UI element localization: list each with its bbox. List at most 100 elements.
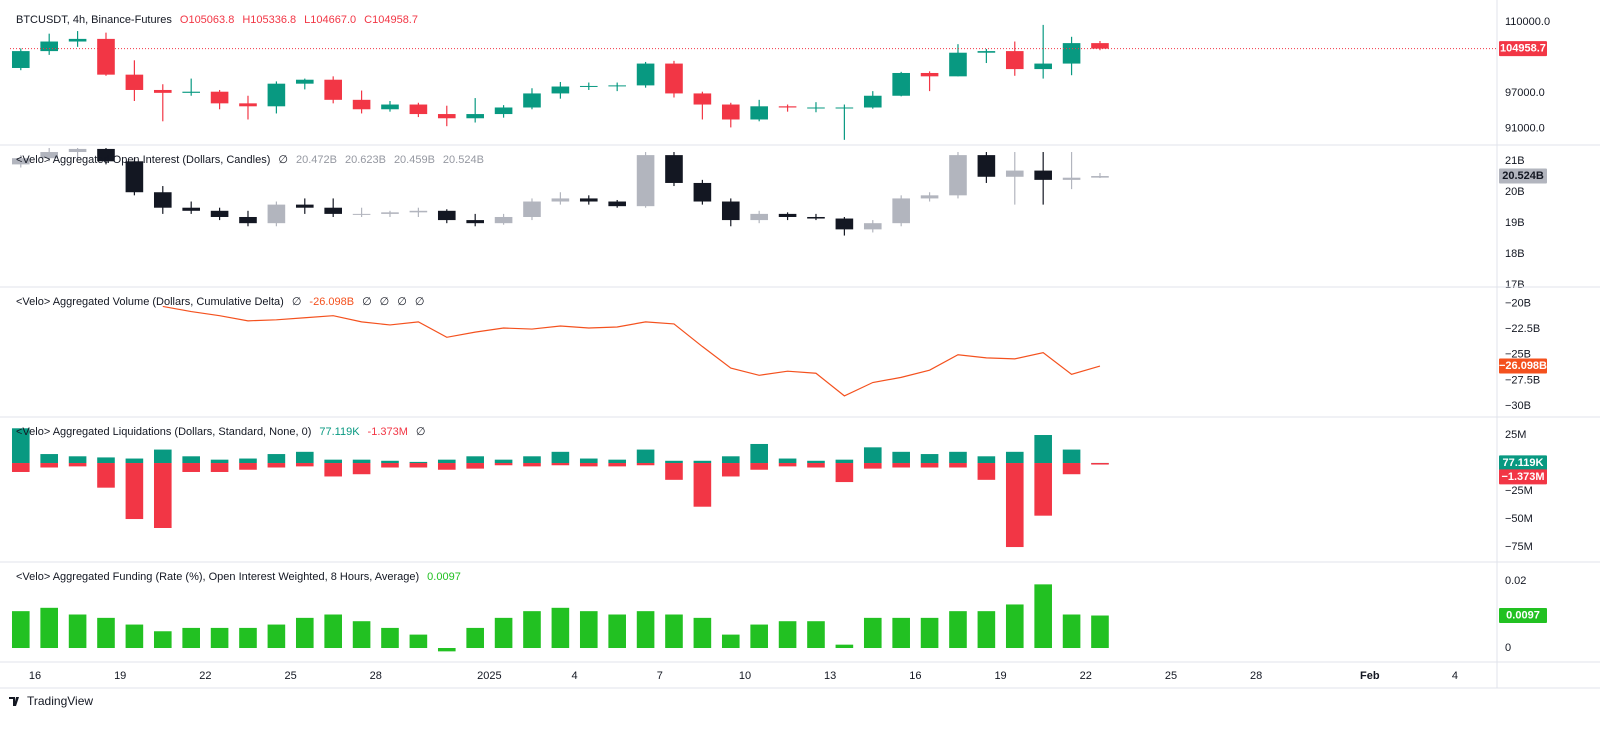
candle-body (807, 216, 825, 219)
bar (267, 463, 286, 468)
candle-body (381, 212, 399, 214)
candle-body (977, 155, 996, 177)
legend-value: 20.459B (394, 154, 435, 166)
bar (210, 627, 229, 649)
bar (210, 459, 229, 464)
bar (579, 458, 598, 464)
bar (437, 463, 456, 470)
pane-title: <Velo> Aggregated Funding (Rate (%), Ope… (16, 571, 419, 583)
last-value-label: 0.0097 (1506, 609, 1540, 621)
bar (693, 463, 712, 507)
candle-body (182, 207, 200, 211)
candle-body (494, 107, 513, 115)
bar (409, 634, 428, 649)
bar (153, 449, 172, 464)
bar (835, 644, 854, 649)
bar (949, 451, 967, 464)
bar (721, 463, 740, 477)
candle-body (807, 107, 825, 109)
candle-body (239, 216, 257, 224)
y-tick-label: 19B (1505, 217, 1525, 229)
bar (608, 459, 626, 464)
candle-body (665, 63, 683, 94)
bar (977, 456, 996, 464)
candle-body (68, 148, 87, 153)
candle-body (210, 210, 229, 217)
bar (608, 614, 626, 649)
bar (949, 611, 967, 649)
bar (1034, 435, 1052, 464)
bar (267, 454, 286, 464)
bar (409, 461, 428, 464)
bar (239, 458, 257, 464)
bar (835, 459, 854, 464)
bar (153, 631, 172, 649)
pane-1 (11, 148, 1109, 236)
candle-body (1034, 63, 1052, 70)
bar (11, 428, 30, 464)
candle-body (409, 210, 428, 213)
pane-0 (11, 24, 1109, 140)
candle-body (721, 104, 740, 120)
bar (381, 460, 399, 464)
x-tick-label: 22 (1080, 670, 1092, 682)
legend-value: 20.623B (345, 154, 386, 166)
candle-body (835, 107, 854, 109)
bar (466, 456, 484, 464)
candle-body (920, 195, 939, 199)
y-tick-label: 91000.0 (1505, 123, 1545, 135)
y-tick-label: 25M (1505, 429, 1526, 441)
bar (665, 614, 683, 649)
x-tick-label: 22 (199, 670, 211, 682)
bar (977, 463, 996, 480)
candle-body (693, 93, 712, 105)
candle-body (608, 85, 626, 87)
candle-body (466, 220, 484, 224)
bar (68, 456, 87, 464)
candle-body (494, 216, 513, 224)
bar (750, 624, 768, 649)
bar (693, 617, 712, 649)
pane-4 (11, 584, 1109, 652)
bar (182, 456, 200, 464)
legend-value: ∅ (397, 296, 407, 308)
candle-body (665, 155, 683, 183)
legend-value: ∅ (292, 296, 302, 308)
y-tick-label: −25M (1505, 485, 1533, 497)
candle-body (523, 93, 541, 108)
bar (68, 614, 87, 649)
bar (807, 460, 825, 464)
bar (863, 463, 882, 469)
bar (381, 627, 399, 649)
candle-body (892, 198, 910, 224)
candle-body (920, 72, 939, 77)
candle-body (295, 79, 314, 84)
legend-value: 77.119K (319, 426, 360, 438)
bar (920, 463, 939, 468)
bar (153, 463, 172, 528)
bar (40, 607, 58, 649)
x-tick-label: 4 (572, 670, 578, 682)
candle-body (863, 223, 882, 230)
bar (352, 621, 371, 649)
candle-body (68, 38, 87, 42)
legend-value: ∅ (380, 296, 390, 308)
candle-body (11, 158, 30, 165)
bar (778, 458, 797, 464)
candle-body (409, 104, 428, 115)
bar (920, 454, 939, 464)
bar (608, 463, 626, 467)
legend-value: ∅ (416, 426, 426, 438)
legend-value: 0.0097 (427, 571, 461, 583)
candle-body (352, 213, 371, 215)
candle-body (267, 83, 286, 107)
y-tick-label: 0.02 (1505, 575, 1526, 587)
x-tick-label: 16 (29, 670, 41, 682)
x-tick-label: 13 (824, 670, 836, 682)
bar (295, 463, 314, 467)
last-value-box (1499, 41, 1547, 57)
candle-body (1034, 170, 1052, 180)
bar (40, 454, 58, 464)
legend-value: L104667.0 (304, 14, 356, 26)
